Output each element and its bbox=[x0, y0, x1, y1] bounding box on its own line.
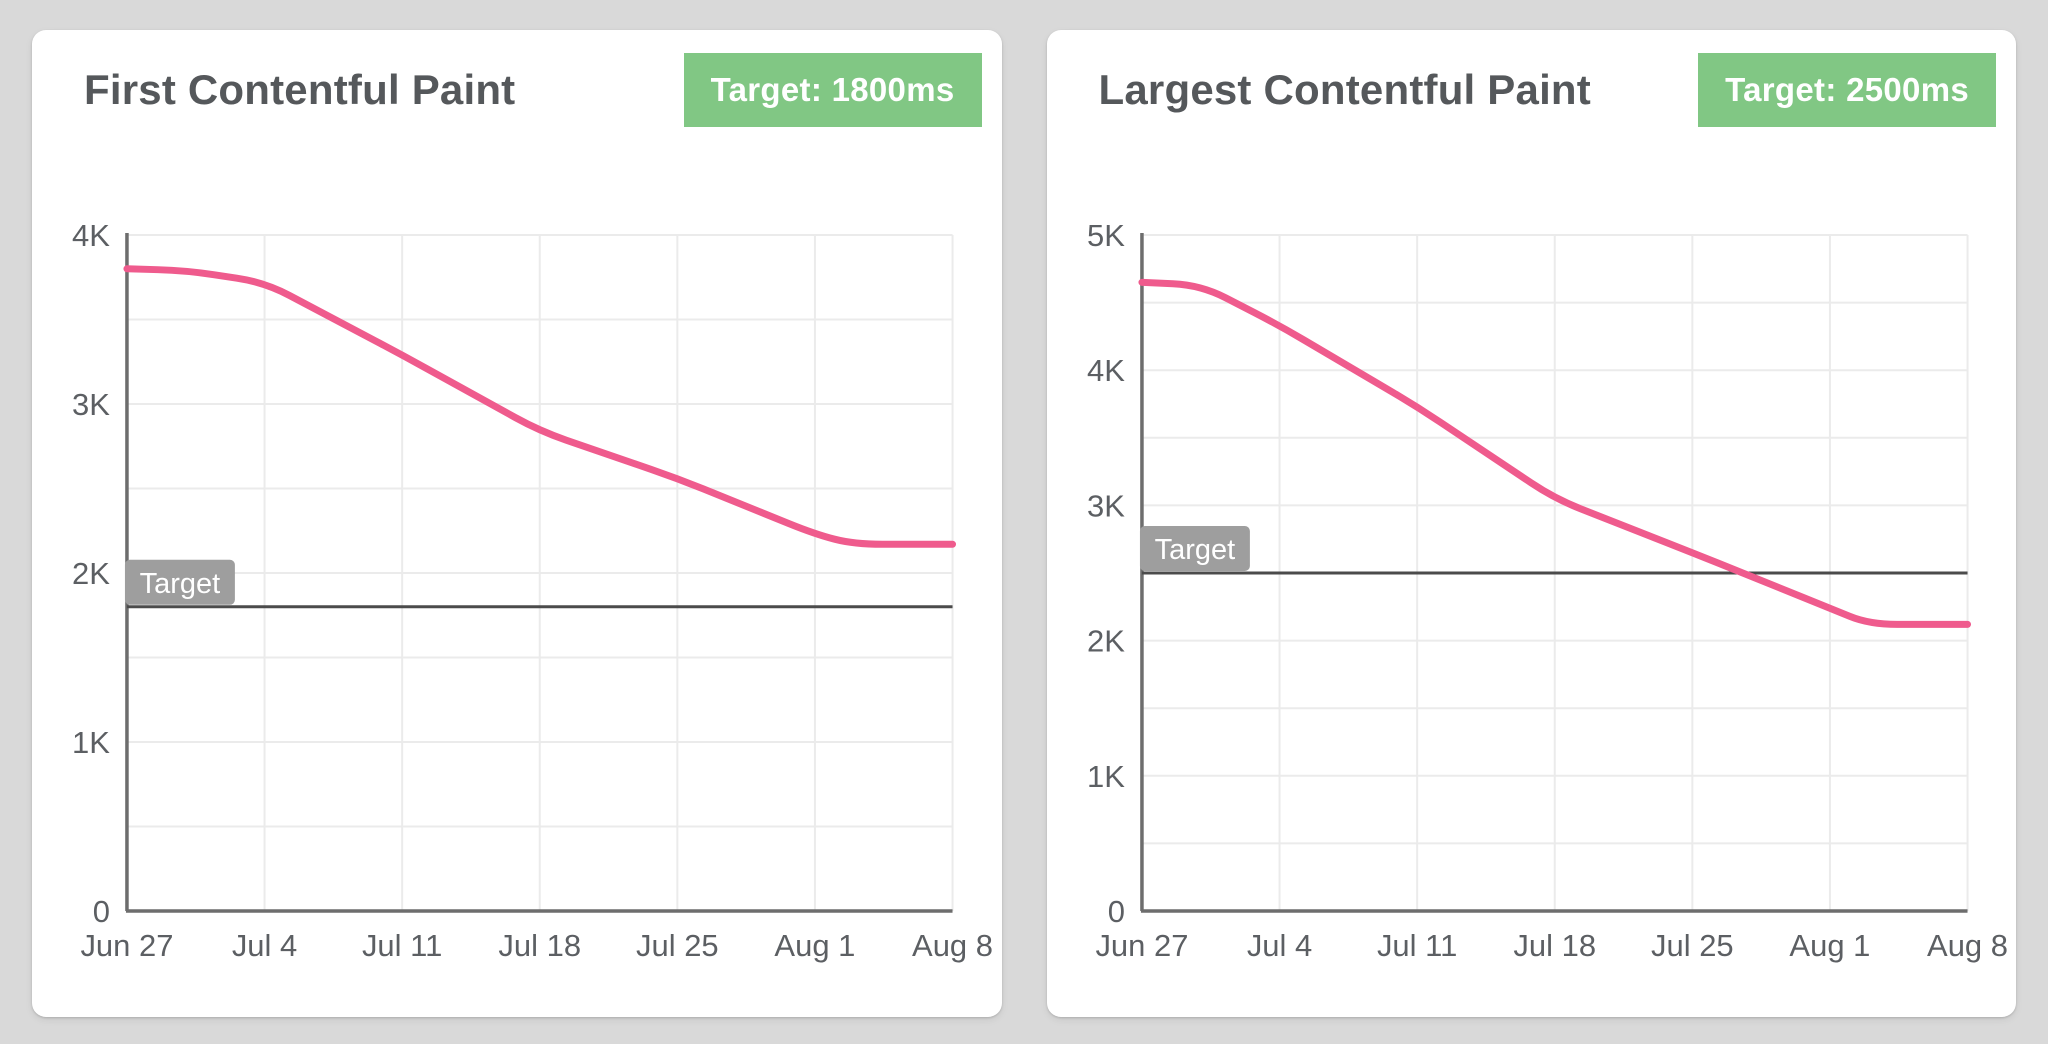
lcp-card-title: Largest Contentful Paint bbox=[1098, 66, 1591, 113]
svg-text:Target: Target bbox=[140, 568, 221, 600]
svg-text:0: 0 bbox=[1107, 894, 1124, 929]
y-axis-labels: 0 1K 2K 3K 4K 5K bbox=[1087, 218, 1125, 929]
target-annotation: Target bbox=[1139, 526, 1968, 575]
svg-text:Aug 1: Aug 1 bbox=[1789, 928, 1870, 963]
target-label-box bbox=[124, 559, 235, 605]
svg-text:1K: 1K bbox=[1087, 759, 1125, 794]
svg-text:0: 0 bbox=[93, 894, 110, 929]
svg-text:Aug 8: Aug 8 bbox=[1927, 928, 2008, 963]
fcp-card-title: First Contentful Paint bbox=[84, 66, 516, 113]
svg-text:Jul 18: Jul 18 bbox=[1513, 928, 1596, 963]
svg-text:Aug 1: Aug 1 bbox=[774, 928, 855, 963]
lcp-card: Largest Contentful Paint Target: 2500ms … bbox=[1046, 30, 2017, 1017]
svg-text:Aug 8: Aug 8 bbox=[912, 928, 993, 963]
svg-text:Jul 18: Jul 18 bbox=[498, 928, 581, 963]
svg-text:Jul 4: Jul 4 bbox=[1246, 928, 1311, 963]
fcp-target-badge: Target: 1800ms bbox=[683, 53, 982, 127]
svg-text:2K: 2K bbox=[72, 556, 110, 591]
series-line bbox=[123, 265, 957, 548]
lcp-target-badge: Target: 2500ms bbox=[1698, 53, 1996, 127]
series-line bbox=[1137, 278, 1971, 628]
target-label-box bbox=[1139, 526, 1250, 571]
svg-text:Jul 25: Jul 25 bbox=[636, 928, 719, 963]
svg-text:4K: 4K bbox=[1087, 353, 1125, 388]
svg-text:Jul 11: Jul 11 bbox=[362, 928, 442, 963]
svg-text:Jun 27: Jun 27 bbox=[80, 928, 173, 963]
lcp-chart: 0 1K 2K 3K 4K 5K Jun 27 Jul 4 Jul 11 Jul 18 Jul 25… bbox=[1087, 218, 2008, 963]
x-axis-labels: Jun 27 Jul 4 Jul 11 Jul 18 Jul 25 Aug 1 Aug 8 bbox=[80, 928, 993, 963]
fcp-chart: 0 1K 2K 3K 4K Jun 27 Jul 4 Jul 11 Jul 18 Jul 25 Au… bbox=[72, 218, 993, 963]
svg-text:Jun 27: Jun 27 bbox=[1095, 928, 1188, 963]
fcp-card-header: First Contentful Paint Target: 1800ms bbox=[32, 53, 1002, 127]
gridlines bbox=[126, 234, 954, 911]
svg-text:3K: 3K bbox=[1087, 488, 1125, 523]
svg-text:4K: 4K bbox=[72, 218, 110, 253]
svg-text:2K: 2K bbox=[1087, 624, 1125, 659]
svg-text:5K: 5K bbox=[1087, 218, 1125, 253]
svg-text:Jul 25: Jul 25 bbox=[1651, 928, 1734, 963]
fcp-card: First Contentful Paint Target: 1800ms 0 1… bbox=[32, 30, 1002, 1017]
target-annotation: Target bbox=[124, 559, 953, 609]
lcp-card-header: Largest Contentful Paint Target: 2500ms bbox=[1047, 53, 2017, 127]
svg-text:Jul 4: Jul 4 bbox=[232, 928, 297, 963]
y-axis-labels: 0 1K 2K 3K 4K bbox=[72, 218, 110, 929]
svg-text:3K: 3K bbox=[72, 387, 110, 422]
x-axis-labels: Jun 27 Jul 4 Jul 11 Jul 18 Jul 25 Aug 1 Aug 8 bbox=[1095, 928, 2008, 963]
svg-text:1K: 1K bbox=[72, 725, 110, 760]
gridlines bbox=[1141, 234, 1969, 911]
svg-text:Target: Target bbox=[1154, 534, 1235, 566]
svg-text:Jul 11: Jul 11 bbox=[1376, 928, 1456, 963]
